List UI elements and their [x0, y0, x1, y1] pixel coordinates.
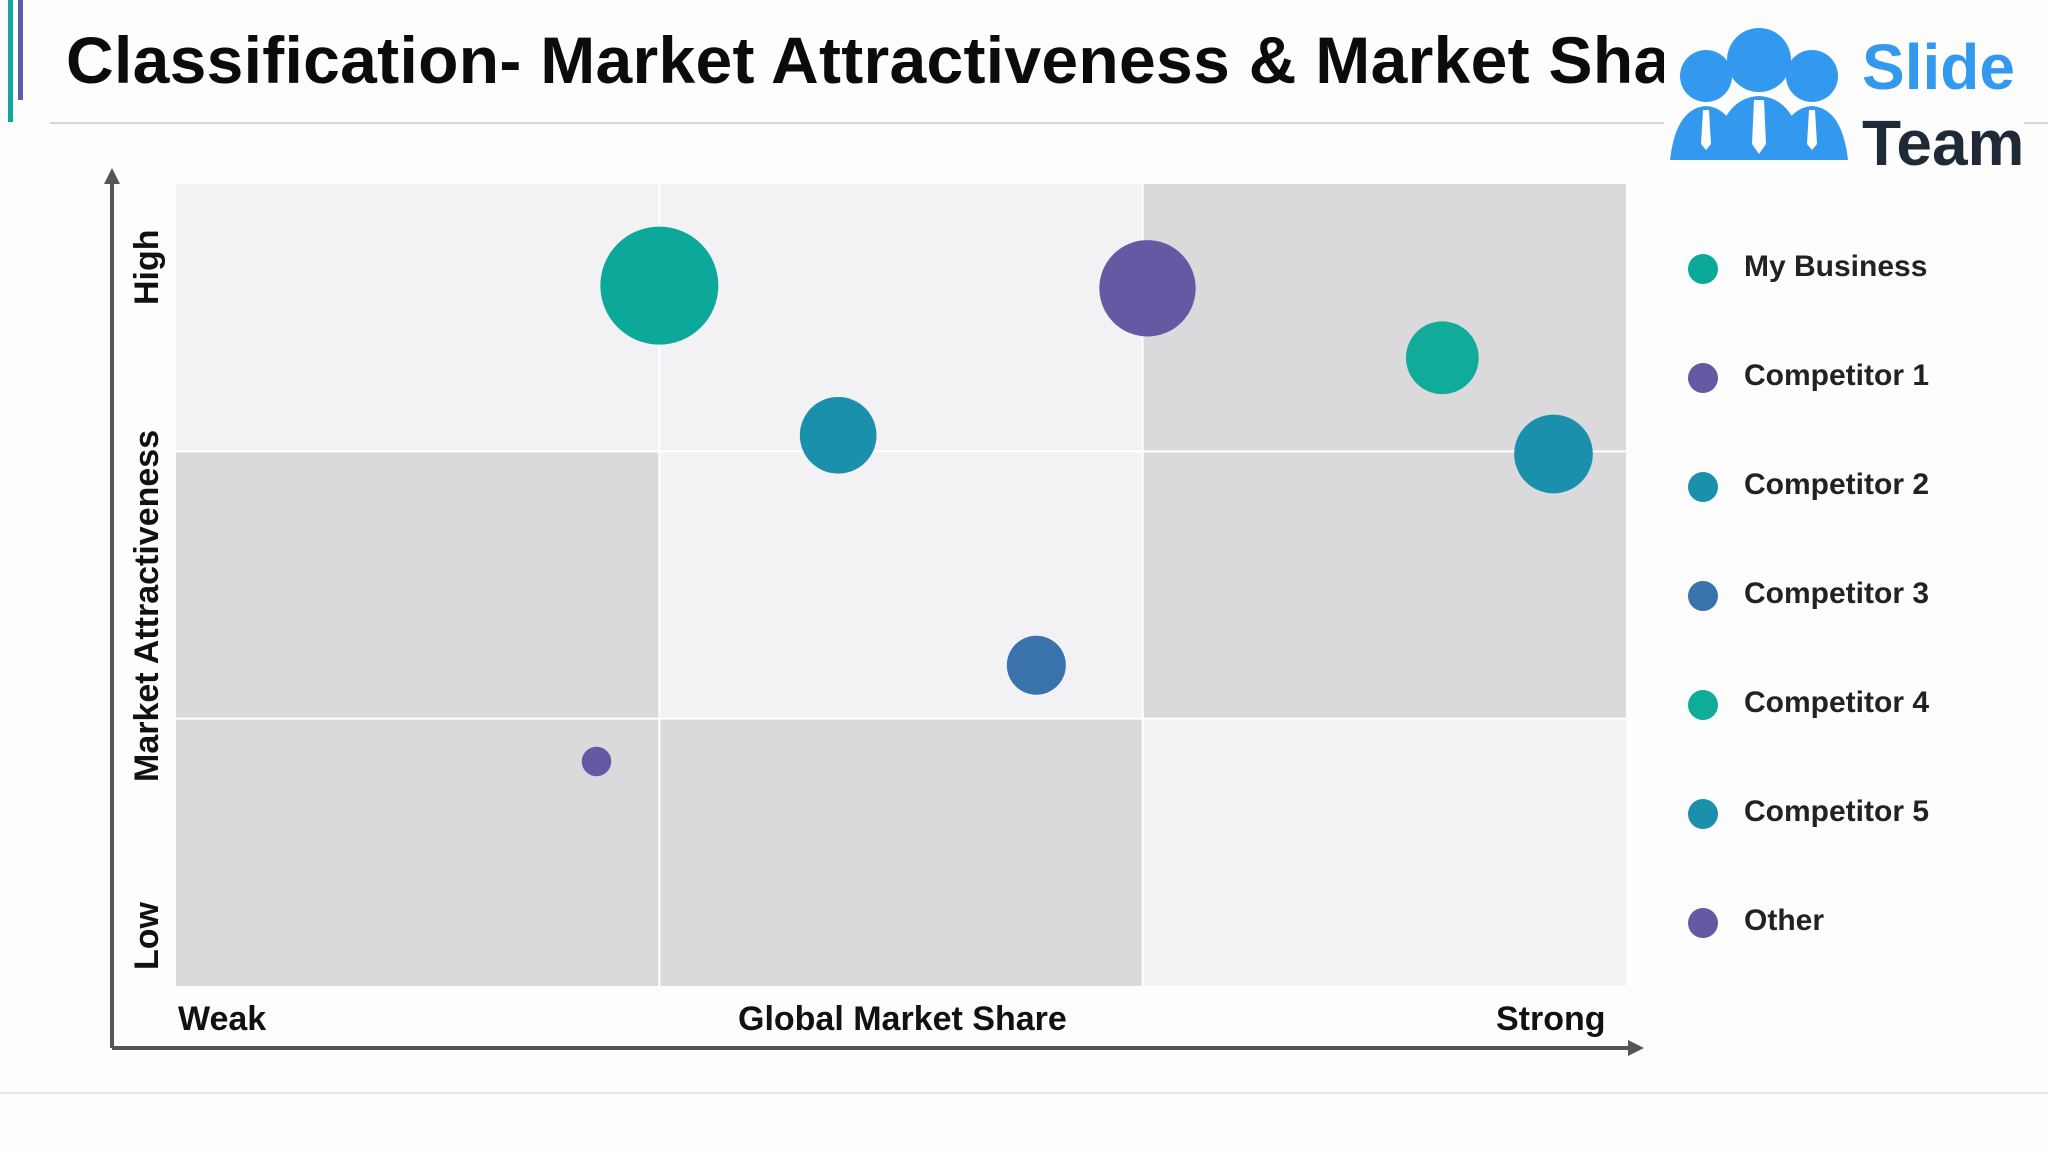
- y-axis-arrow: [104, 168, 120, 184]
- legend-marker: [1688, 690, 1718, 720]
- matrix-cell: [176, 184, 660, 452]
- legend-marker: [1688, 908, 1718, 938]
- accent-bar-purple: [18, 0, 23, 100]
- legend-marker: [1688, 472, 1718, 502]
- bubble-competitor-2: [799, 396, 877, 474]
- legend-marker: [1688, 581, 1718, 611]
- y-high-label: High: [128, 229, 166, 305]
- x-axis-arrow: [1628, 1040, 1644, 1056]
- bubble-other: [581, 746, 612, 777]
- page-title: Classification- Market Attractiveness & …: [66, 23, 1734, 97]
- legend-label: Other: [1744, 904, 1825, 937]
- bubble-competitor-5: [1514, 414, 1593, 494]
- legend-item: Competitor 3: [1688, 577, 2018, 617]
- footer-divider: [0, 1092, 2048, 1094]
- slideteam-logo: Slide Team: [1664, 26, 2024, 179]
- bubble-competitor-1: [1099, 240, 1196, 337]
- legend-item: Other: [1688, 904, 2018, 944]
- logo-team-text: Team: [1862, 107, 2025, 179]
- legend-item: Competitor 1: [1688, 359, 2018, 399]
- legend-item: Competitor 2: [1688, 468, 2018, 508]
- bubble-my-business: [600, 226, 719, 345]
- bubble-competitor-4: [1405, 321, 1479, 395]
- legend-marker: [1688, 363, 1718, 393]
- legend-item: My Business: [1688, 250, 2018, 290]
- legend-marker: [1688, 799, 1718, 829]
- accent-bar-teal: [8, 0, 13, 122]
- matrix-cell: [1142, 718, 1626, 986]
- legend-marker: [1688, 254, 1718, 284]
- matrix-cell: [659, 451, 1143, 719]
- x-low-label: Weak: [178, 1000, 267, 1038]
- logo-slide-text: Slide: [1862, 31, 2015, 103]
- y-low-label: Low: [128, 902, 166, 970]
- legend-label: Competitor 5: [1744, 795, 1930, 828]
- matrix-cell: [659, 184, 1143, 452]
- x-axis-title: Global Market Share: [738, 1000, 1067, 1038]
- matrix-cell: [176, 718, 660, 986]
- y-axis-title: Market Attractiveness: [128, 429, 166, 782]
- legend-item: Competitor 4: [1688, 686, 2018, 726]
- matrix-cell: [1142, 451, 1626, 719]
- legend-label: Competitor 4: [1744, 686, 1930, 719]
- legend-label: Competitor 1: [1744, 359, 1930, 392]
- bubble-competitor-3: [1006, 635, 1066, 695]
- title-divider: [50, 122, 2048, 124]
- legend-label: Competitor 2: [1744, 468, 1930, 501]
- legend-label: Competitor 3: [1744, 577, 1930, 610]
- matrix-cell: [1142, 184, 1626, 452]
- x-high-label: Strong: [1496, 1000, 1606, 1038]
- legend-label: My Business: [1744, 250, 1928, 283]
- people-icon: [1670, 28, 1848, 160]
- matrix-cell: [176, 451, 660, 719]
- legend-item: Competitor 5: [1688, 795, 2018, 835]
- matrix-cell: [659, 718, 1143, 986]
